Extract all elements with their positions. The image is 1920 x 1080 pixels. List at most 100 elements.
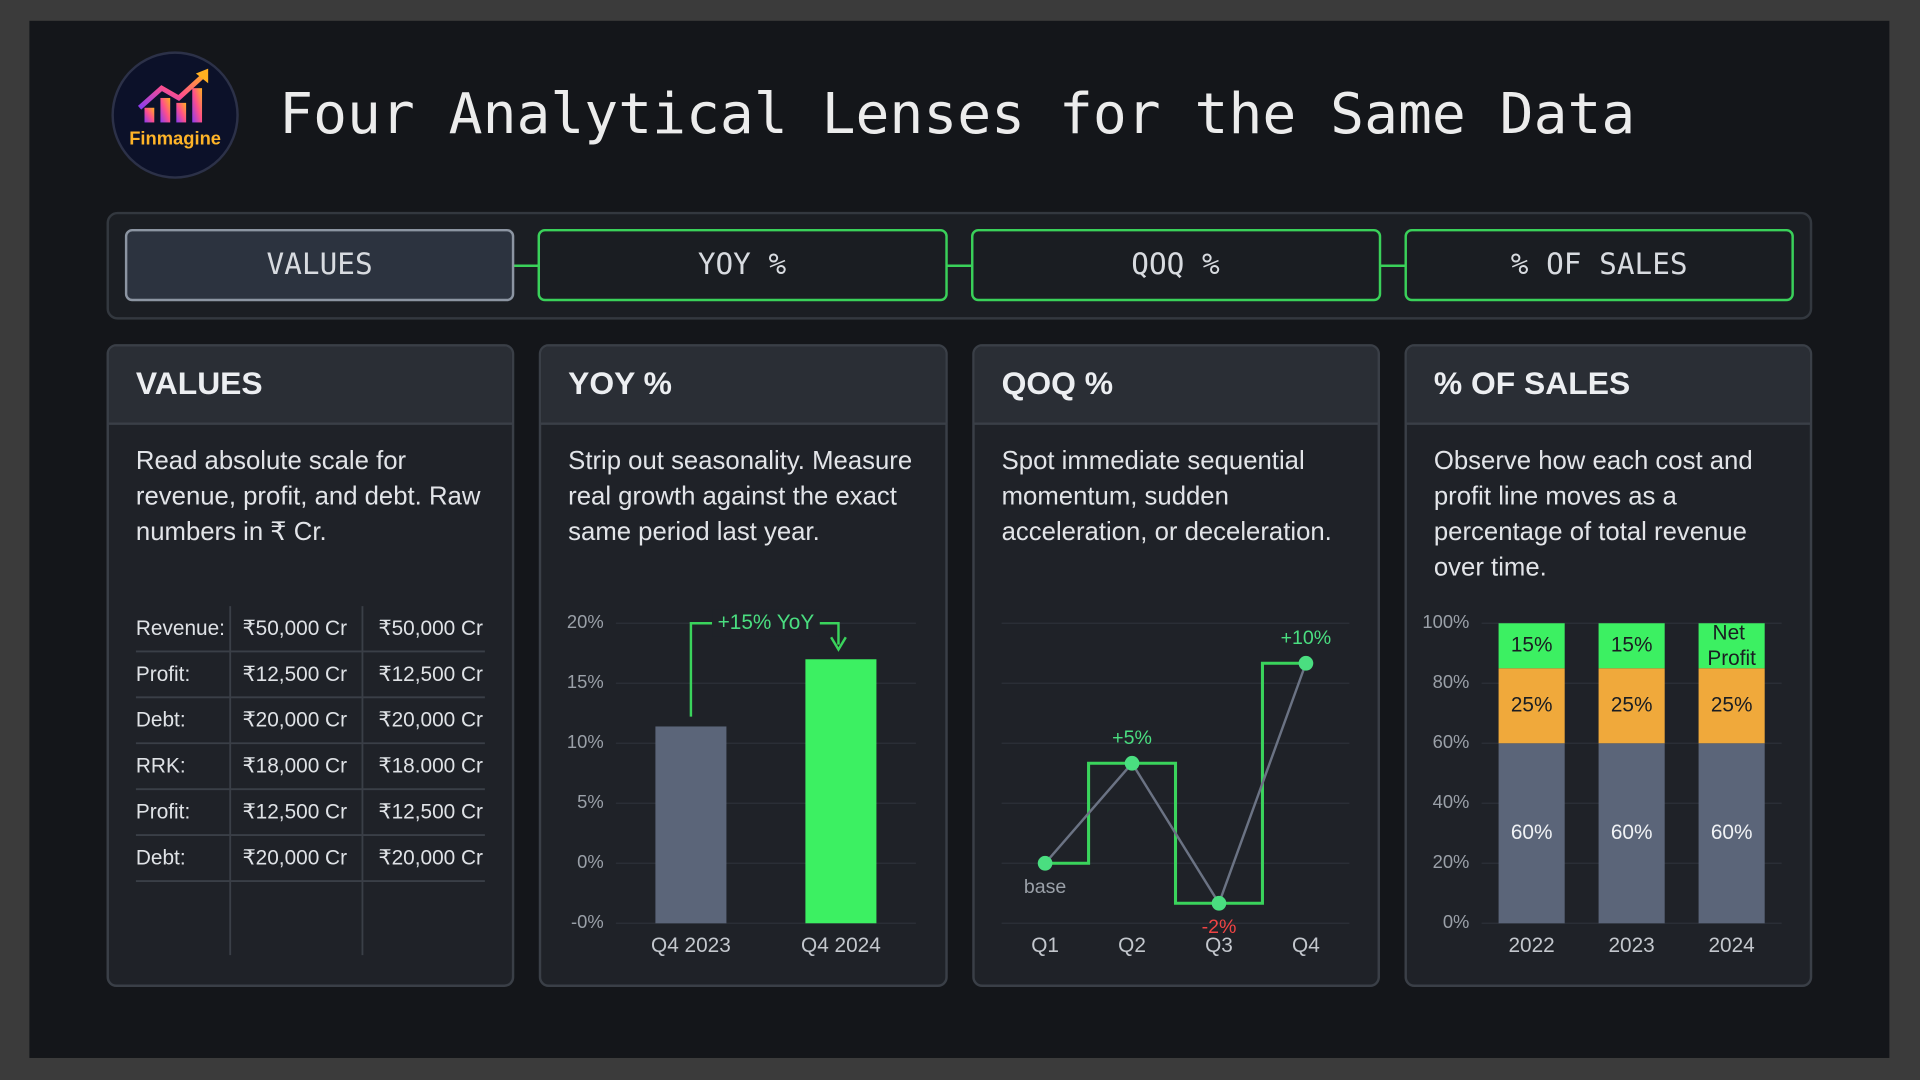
logo-bar: [160, 97, 171, 123]
tab-box[interactable]: [537, 228, 948, 302]
logo-circle: [111, 51, 239, 179]
bar: [805, 659, 877, 924]
tab-label[interactable]: YOY %: [698, 247, 787, 281]
y-tick-label: 40%: [1433, 791, 1470, 812]
logo-bar: [144, 107, 155, 123]
bar-segment: [1698, 668, 1765, 744]
y-tick-label: 20%: [567, 611, 604, 632]
bar-segment: [1498, 623, 1565, 669]
y-tick-label: 5%: [577, 791, 604, 812]
panel-header: [541, 346, 946, 424]
table-cell: ₹18.000 Cr: [378, 755, 483, 778]
tab-box[interactable]: [124, 228, 515, 302]
logo-bar: [176, 102, 187, 123]
tab-box[interactable]: [971, 228, 1382, 302]
data-label: 15%: [1511, 633, 1553, 656]
data-label: 15%: [1611, 633, 1653, 656]
table-cell: Profit:: [136, 801, 190, 824]
panel-box: [538, 344, 948, 987]
panel-description-box: Read absolute scale for revenue, profit,…: [135, 446, 481, 547]
table-cell: Debt:: [136, 709, 186, 732]
panel-description-box: Observe how each cost and profit line mo…: [1433, 446, 1753, 582]
data-label: +5%: [1112, 727, 1152, 749]
logo-arrow: [137, 71, 208, 110]
y-tick-label: 0%: [1443, 911, 1470, 932]
panel-description: Read absolute scale for revenue, profit,…: [135, 446, 481, 547]
table-cell: ₹18,000 Cr: [242, 755, 347, 778]
bar-segment: [1698, 743, 1765, 924]
x-tick-label: Q3: [1205, 934, 1233, 957]
panel-description-box: Strip out seasonality. Measure real grow…: [568, 447, 912, 546]
table-cell: Debt:: [136, 846, 186, 869]
tab-label[interactable]: VALUES: [267, 247, 373, 281]
point: [1124, 755, 1140, 771]
panel-box: [106, 344, 515, 987]
table-cell: Profit:: [136, 663, 190, 686]
table-cell: ₹12,500 Cr: [242, 801, 347, 824]
tab-label[interactable]: QOQ %: [1131, 247, 1220, 281]
panel-header: [108, 346, 512, 424]
data-label: 25%: [1611, 693, 1653, 716]
panel: VALUES Read absolute scale for revenue, p…: [106, 344, 515, 987]
tab[interactable]: YOY %: [537, 228, 948, 302]
x-tick-label: 2023: [1608, 934, 1654, 957]
panel-title: % OF SALES: [1434, 365, 1630, 401]
table-cell: ₹50,000 Cr: [242, 617, 347, 640]
tab-box[interactable]: [1404, 228, 1794, 302]
bar-segment: [1498, 668, 1565, 744]
panel-description: Observe how each cost and profit line mo…: [1433, 446, 1753, 582]
y-tick-label: 20%: [1433, 851, 1470, 872]
charts: 20% 15% 10% 5% 0% -0% Q4 2023 Q4 2024 +15% YoY Q1…: [567, 609, 1782, 957]
tab-label[interactable]: % OF SALES: [1511, 247, 1688, 281]
annotation-background: [712, 609, 820, 637]
data-label: Net Profit: [1707, 621, 1756, 670]
panel-box: [972, 344, 1380, 987]
bar-segment: [1598, 668, 1665, 744]
bar-segment: [1598, 743, 1665, 924]
panel-description: Spot immediate sequential momentum, sudd…: [1001, 446, 1332, 547]
data-label: -2%: [1202, 916, 1237, 938]
panel-description-box: Spot immediate sequential momentum, sudd…: [1001, 446, 1332, 547]
table-cell: ₹20,000 Cr: [242, 709, 347, 732]
tab[interactable]: QOQ %: [971, 228, 1382, 302]
trend-line: [1044, 662, 1308, 907]
tab[interactable]: VALUES: [124, 228, 515, 302]
y-tick-label: 80%: [1433, 671, 1470, 692]
panel-title: YOY %: [568, 365, 672, 401]
y-tick-label: 100%: [1422, 611, 1469, 632]
table-cell: ₹20,000 Cr: [378, 709, 483, 732]
panel-title: VALUES: [136, 365, 263, 401]
data-label: 25%: [1711, 693, 1753, 716]
panel: QOQ % Spot immediate sequential momentum,…: [972, 344, 1380, 987]
x-tick-label: Q4 2024: [801, 934, 881, 957]
table-cell: RRK:: [136, 755, 186, 778]
panel-title: QOQ %: [1002, 365, 1113, 401]
table-cell: ₹50,000 Cr: [378, 617, 483, 640]
table-cell: ₹12,500 Cr: [378, 663, 483, 686]
panel-header: [1406, 346, 1810, 424]
y-tick-label: -0%: [571, 911, 604, 932]
table-cell: ₹20,000 Cr: [242, 846, 347, 869]
logo-text: Finmagine: [129, 127, 221, 148]
x-tick-label: Q4 2023: [651, 934, 731, 957]
data-label: 60%: [1511, 821, 1553, 844]
chart: 100% 80% 60% 40% 20% 0% 2022 2023 2024 60% 25% 15% 6…: [1422, 611, 1782, 957]
point: [1037, 855, 1053, 871]
point: [1298, 655, 1314, 671]
table-cell: Revenue:: [136, 617, 225, 640]
y-tick-label: 10%: [567, 731, 604, 752]
data-label: 60%: [1611, 821, 1653, 844]
chart: 20% 15% 10% 5% 0% -0% Q4 2023 Q4 2024 +15% YoY: [567, 609, 916, 957]
point: [1211, 895, 1227, 911]
tab[interactable]: % OF SALES: [1404, 228, 1794, 302]
x-tick-label: Q4: [1292, 934, 1320, 957]
data-label: base: [1024, 876, 1067, 898]
annotation-arrowhead: [830, 636, 847, 652]
data-label: 25%: [1511, 693, 1553, 716]
bar-segment: [1598, 623, 1665, 669]
table-cell: ₹12,500 Cr: [378, 801, 483, 824]
y-tick-label: 15%: [567, 671, 604, 692]
data-label: +10%: [1281, 627, 1332, 649]
